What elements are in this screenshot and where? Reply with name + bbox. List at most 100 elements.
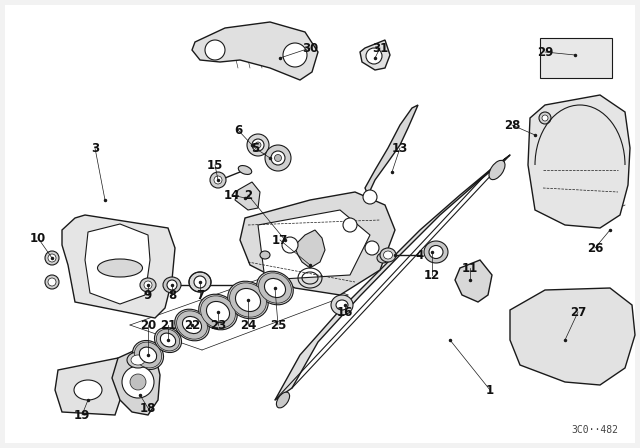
Text: 17: 17 (272, 233, 288, 246)
Polygon shape (295, 230, 325, 268)
Ellipse shape (167, 280, 177, 290)
Circle shape (130, 374, 146, 390)
Ellipse shape (377, 253, 389, 263)
Ellipse shape (489, 160, 505, 180)
Polygon shape (258, 210, 370, 280)
Ellipse shape (154, 327, 182, 353)
Polygon shape (240, 192, 395, 295)
Ellipse shape (48, 254, 56, 262)
Polygon shape (235, 182, 260, 210)
Ellipse shape (127, 352, 149, 368)
Text: 27: 27 (570, 306, 586, 319)
Ellipse shape (429, 246, 443, 258)
Text: 22: 22 (184, 319, 200, 332)
Ellipse shape (140, 347, 157, 363)
Text: 30: 30 (302, 42, 318, 55)
Circle shape (343, 218, 357, 232)
Circle shape (539, 112, 551, 124)
Text: 15: 15 (207, 159, 223, 172)
Polygon shape (112, 348, 160, 415)
Polygon shape (275, 155, 510, 400)
Text: 9: 9 (144, 289, 152, 302)
Ellipse shape (210, 172, 226, 188)
Circle shape (363, 190, 377, 204)
Polygon shape (365, 105, 418, 195)
Text: 3C0··482: 3C0··482 (572, 425, 618, 435)
Ellipse shape (189, 272, 211, 292)
Circle shape (122, 366, 154, 398)
Ellipse shape (257, 271, 293, 305)
Ellipse shape (198, 294, 237, 330)
Polygon shape (510, 288, 635, 385)
Text: 29: 29 (537, 46, 553, 59)
Text: 8: 8 (168, 289, 176, 302)
Text: 20: 20 (140, 319, 156, 332)
Ellipse shape (259, 273, 291, 303)
Ellipse shape (175, 309, 209, 341)
Ellipse shape (207, 302, 230, 323)
Ellipse shape (161, 333, 175, 347)
Ellipse shape (45, 275, 59, 289)
Ellipse shape (276, 392, 289, 408)
Polygon shape (360, 40, 390, 70)
Ellipse shape (424, 241, 448, 263)
Circle shape (365, 241, 379, 255)
Ellipse shape (182, 316, 202, 334)
Ellipse shape (156, 329, 180, 351)
Text: 11: 11 (462, 262, 478, 275)
Ellipse shape (48, 278, 56, 286)
Text: 25: 25 (270, 319, 286, 332)
Ellipse shape (177, 311, 207, 339)
Text: 31: 31 (372, 42, 388, 55)
Polygon shape (62, 215, 175, 318)
Ellipse shape (265, 145, 291, 171)
Ellipse shape (200, 296, 236, 328)
Circle shape (366, 48, 382, 64)
Ellipse shape (132, 340, 164, 370)
Ellipse shape (255, 142, 261, 148)
Text: 3: 3 (91, 142, 99, 155)
Ellipse shape (228, 281, 268, 319)
Polygon shape (85, 224, 150, 304)
Ellipse shape (238, 166, 252, 174)
Ellipse shape (275, 155, 282, 161)
Polygon shape (192, 22, 318, 80)
Ellipse shape (144, 281, 152, 289)
Ellipse shape (214, 176, 222, 184)
Ellipse shape (194, 276, 206, 288)
Text: 4: 4 (416, 249, 424, 262)
Ellipse shape (131, 355, 145, 365)
Polygon shape (55, 358, 122, 415)
Ellipse shape (247, 134, 269, 156)
Text: 26: 26 (587, 241, 603, 254)
Ellipse shape (163, 277, 181, 293)
Ellipse shape (260, 251, 270, 259)
Text: 18: 18 (140, 401, 156, 414)
Circle shape (205, 40, 225, 60)
Text: 1: 1 (486, 383, 494, 396)
Ellipse shape (264, 279, 285, 297)
Ellipse shape (383, 251, 392, 259)
Ellipse shape (140, 278, 156, 292)
Ellipse shape (336, 300, 348, 310)
Ellipse shape (271, 151, 285, 165)
Text: 10: 10 (30, 232, 46, 245)
Ellipse shape (236, 289, 260, 311)
Text: 12: 12 (424, 268, 440, 281)
Ellipse shape (230, 283, 266, 317)
Text: 23: 23 (210, 319, 226, 332)
Bar (540, 38, 612, 78)
Text: 7: 7 (196, 289, 204, 302)
Text: 28: 28 (504, 119, 520, 132)
Ellipse shape (74, 380, 102, 400)
Polygon shape (528, 95, 630, 228)
Text: 19: 19 (74, 409, 90, 422)
Circle shape (542, 115, 548, 121)
Ellipse shape (331, 295, 353, 315)
Circle shape (283, 43, 307, 67)
Ellipse shape (380, 248, 396, 262)
Text: 24: 24 (240, 319, 256, 332)
Polygon shape (455, 260, 492, 302)
Text: 2: 2 (244, 189, 252, 202)
Text: 5: 5 (251, 142, 259, 155)
